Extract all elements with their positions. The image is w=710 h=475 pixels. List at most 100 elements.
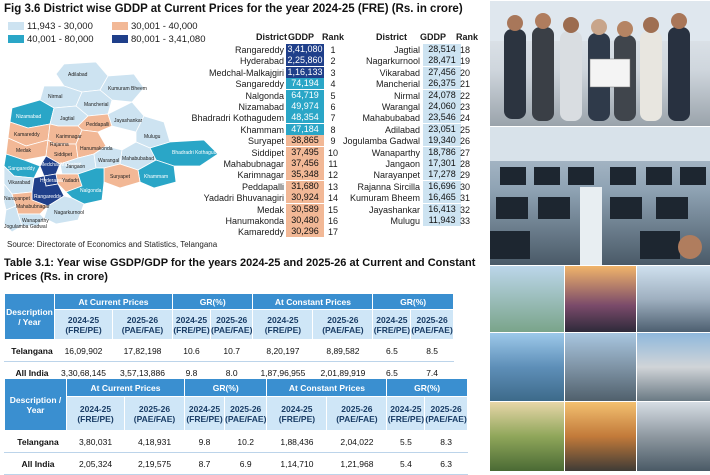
map-label: Medchal Malkajgiri bbox=[40, 162, 82, 168]
map-label: Nalgonda bbox=[80, 188, 102, 194]
legend-swatch bbox=[112, 35, 128, 44]
district-rank: 29 bbox=[459, 170, 470, 181]
table-cell: 1,14,710 bbox=[266, 452, 328, 475]
map-label: Bhadradri Kothagudem bbox=[172, 150, 224, 156]
district-gddp: 31,680 bbox=[286, 180, 324, 192]
photo-office-illustration bbox=[490, 127, 710, 265]
header-year: 2024-25 (FRE/PE) bbox=[54, 309, 113, 340]
district-name: Rajanna Sircilla bbox=[357, 181, 420, 192]
header-growth-rate: GR(%) bbox=[372, 293, 454, 310]
table-cell: 5.5 bbox=[386, 430, 426, 453]
map-label: Yadadri bbox=[62, 178, 79, 184]
header-year: 2024-25 (FRE/PE) bbox=[252, 309, 314, 340]
district-gddp: 30,296 bbox=[286, 226, 324, 238]
telangana-district-map: Adilabad Nirmal Kumuram Bheem Mancherial… bbox=[3, 61, 240, 233]
district-rank: 23 bbox=[459, 102, 470, 112]
header-current-prices: At Current Prices bbox=[54, 293, 173, 310]
legend-swatch bbox=[8, 22, 24, 31]
district-name: Wanaparthy bbox=[371, 147, 420, 158]
district-name: Mancherial bbox=[375, 79, 420, 90]
district-name: Mahabubnagar bbox=[223, 159, 284, 169]
header-year: 2025-26 (PAE/FAE) bbox=[410, 309, 454, 340]
map-region-nalgonda bbox=[65, 167, 105, 205]
district-rank: 7 bbox=[330, 113, 336, 124]
header-year: 2024-25 (FRE/PE) bbox=[386, 396, 426, 431]
district-gddp: 48,354 bbox=[286, 112, 324, 124]
district-name: Adilabad bbox=[384, 124, 420, 135]
map-label: Hyderabad bbox=[40, 178, 65, 184]
header-year: 2025-26 (PAE/FAE) bbox=[223, 396, 268, 431]
photo-metro bbox=[636, 265, 710, 333]
district-rank: 2 bbox=[330, 56, 336, 67]
district-name: Yadadri Bhuvanagiri bbox=[203, 193, 284, 204]
gsdp-table: Description / Year At Current Prices GR(%)… bbox=[4, 378, 468, 475]
district-name: Khammam bbox=[240, 124, 284, 135]
header-description: Description / Year bbox=[4, 293, 55, 340]
photo-factory bbox=[636, 332, 710, 402]
district-rank: 30 bbox=[459, 181, 470, 192]
photo-park bbox=[489, 265, 565, 333]
map-region-medchal bbox=[39, 155, 61, 177]
table-cell: 17,82,198 bbox=[112, 339, 173, 362]
district-name: Jayashankar bbox=[368, 204, 420, 215]
table-cell: 8,89,582 bbox=[312, 339, 374, 362]
header-current-prices: At Current Prices bbox=[66, 378, 185, 397]
map-label: Jogulamba Gadwal bbox=[4, 224, 47, 230]
district-name: Kamareddy bbox=[237, 227, 284, 238]
header-growth-rate: GR(%) bbox=[171, 293, 254, 310]
map-label: Vikarabad bbox=[8, 180, 31, 186]
map-label: Mulugu bbox=[144, 134, 161, 140]
map-label: Nirmal bbox=[48, 94, 63, 100]
map-label: Mahabubnagar bbox=[16, 204, 50, 210]
table-cell: 6.5 bbox=[372, 339, 412, 362]
table-cell: 10.7 bbox=[209, 339, 254, 362]
header-year: 2024-25 (FRE/PE) bbox=[266, 396, 328, 431]
map-label: Jayashankar bbox=[114, 118, 143, 124]
map-label: Nizamabad bbox=[16, 114, 42, 120]
district-gddp: 16,465 bbox=[423, 192, 461, 204]
map-label: Narayanpet bbox=[4, 196, 30, 202]
legend-label: 80,001 - 3,41,080 bbox=[131, 34, 206, 45]
district-gddp: 49,974 bbox=[286, 101, 324, 112]
district-gddp: 24,078 bbox=[423, 89, 461, 101]
header-year: 2024-25 (FRE/PE) bbox=[184, 396, 225, 431]
table-cell: 8.7 bbox=[184, 452, 225, 475]
photo-expressway bbox=[564, 265, 637, 333]
district-name: Bhadradri Kothagudem bbox=[191, 113, 284, 124]
district-gddp: 30,924 bbox=[286, 192, 324, 204]
district-rank: 25 bbox=[459, 124, 470, 135]
photo-windmills bbox=[564, 401, 637, 472]
photo-mou-signing bbox=[489, 0, 710, 127]
table-cell: 9.8 bbox=[184, 430, 225, 453]
legend-swatch bbox=[112, 22, 128, 31]
district-rank: 28 bbox=[459, 159, 470, 169]
district-rank: 20 bbox=[459, 67, 470, 78]
map-label: Suryapet bbox=[110, 174, 131, 180]
table-cell: 8.3 bbox=[424, 430, 468, 453]
district-gddp: 27,456 bbox=[423, 66, 461, 78]
district-gddp: 2,25,860 bbox=[286, 55, 324, 67]
district-name: Medchal-Malkajgiri bbox=[208, 67, 284, 78]
district-rank: 17 bbox=[327, 227, 338, 238]
district-rank: 27 bbox=[459, 147, 470, 158]
district-name: Hanumakonda bbox=[225, 216, 284, 226]
district-gddp: 30,480 bbox=[286, 215, 324, 226]
district-name: Sangareddy bbox=[235, 79, 284, 90]
photo-skyline bbox=[489, 332, 565, 402]
legend-swatch bbox=[8, 35, 24, 44]
col-header-rank: Rank bbox=[456, 32, 479, 42]
map-label: Khammam bbox=[144, 174, 169, 180]
legend-item: 40,001 - 80,000 bbox=[8, 34, 94, 45]
district-name: Rangareddy bbox=[234, 45, 284, 55]
map-label: Mahabubabad bbox=[122, 156, 154, 162]
map-label: Karimnagar bbox=[56, 134, 82, 140]
table-row: Telangana 16,09,902 17,82,198 10.6 10.7 8,20,… bbox=[4, 339, 454, 362]
legend-label: 30,001 - 40,000 bbox=[131, 21, 198, 32]
district-gddp: 16,413 bbox=[423, 203, 461, 215]
district-name: Nalgonda bbox=[245, 90, 284, 101]
map-label: Sangareddy bbox=[8, 166, 35, 172]
header-year: 2025-26 (PAE/FAE) bbox=[312, 309, 374, 340]
legend-item: 11,943 - 30,000 bbox=[8, 21, 93, 32]
district-name: Jogulamba Gadwal bbox=[342, 136, 420, 147]
table-cell: 8,20,197 bbox=[252, 339, 314, 362]
